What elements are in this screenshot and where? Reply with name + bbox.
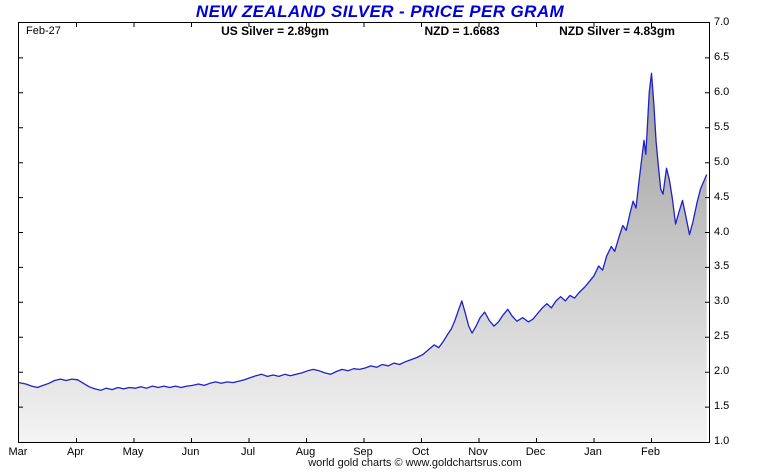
y-axis-label: 5.5: [714, 120, 730, 133]
x-axis-label: Dec: [525, 446, 546, 458]
x-axis-label: May: [122, 446, 144, 458]
x-axis-label: Oct: [411, 446, 430, 458]
us-silver-stat: US Silver = 2.89gm: [221, 24, 329, 38]
y-axis-label: 5.0: [714, 155, 730, 168]
y-axis-label: 2.5: [714, 330, 730, 343]
x-axis-label: Mar: [8, 446, 28, 458]
y-axis-label: 4.5: [714, 190, 730, 203]
nzd-silver-stat: NZD Silver = 4.83gm: [559, 24, 675, 38]
axis-ticks: [19, 23, 709, 442]
plot-area: [18, 22, 710, 443]
y-axis-label: 4.0: [714, 225, 730, 238]
area-fill: [19, 73, 707, 442]
source-credit: world gold charts © www.goldchartsrus.co…: [308, 457, 522, 469]
x-axis-label: Jan: [584, 446, 602, 458]
x-axis-label: Aug: [295, 446, 316, 458]
page-title: NEW ZEALAND SILVER - PRICE PER GRAM: [195, 2, 565, 21]
y-axis-label: 3.5: [714, 260, 730, 273]
x-axis-label: Apr: [66, 446, 85, 458]
y-axis-label: 1.0: [714, 435, 730, 447]
nzd-rate-stat: NZD = 1.6683: [424, 24, 500, 38]
x-axis-label: Jul: [240, 446, 256, 458]
x-axis-label: Feb: [641, 446, 660, 458]
x-axis-label: Jun: [181, 446, 200, 458]
y-axis-label: 3.0: [714, 295, 730, 308]
x-axis-label: Sep: [353, 446, 373, 458]
price-chart: [19, 23, 709, 442]
y-axis-label: 7.0: [714, 16, 730, 28]
y-axis-label: 6.5: [714, 50, 730, 63]
y-axis-label: 1.5: [714, 400, 730, 413]
x-axis-label: Nov: [468, 446, 488, 458]
price-line: [19, 72, 708, 391]
y-axis-label: 6.0: [714, 85, 730, 98]
last-date-label: Feb-27: [26, 25, 61, 37]
y-axis-label: 2.0: [714, 365, 730, 378]
